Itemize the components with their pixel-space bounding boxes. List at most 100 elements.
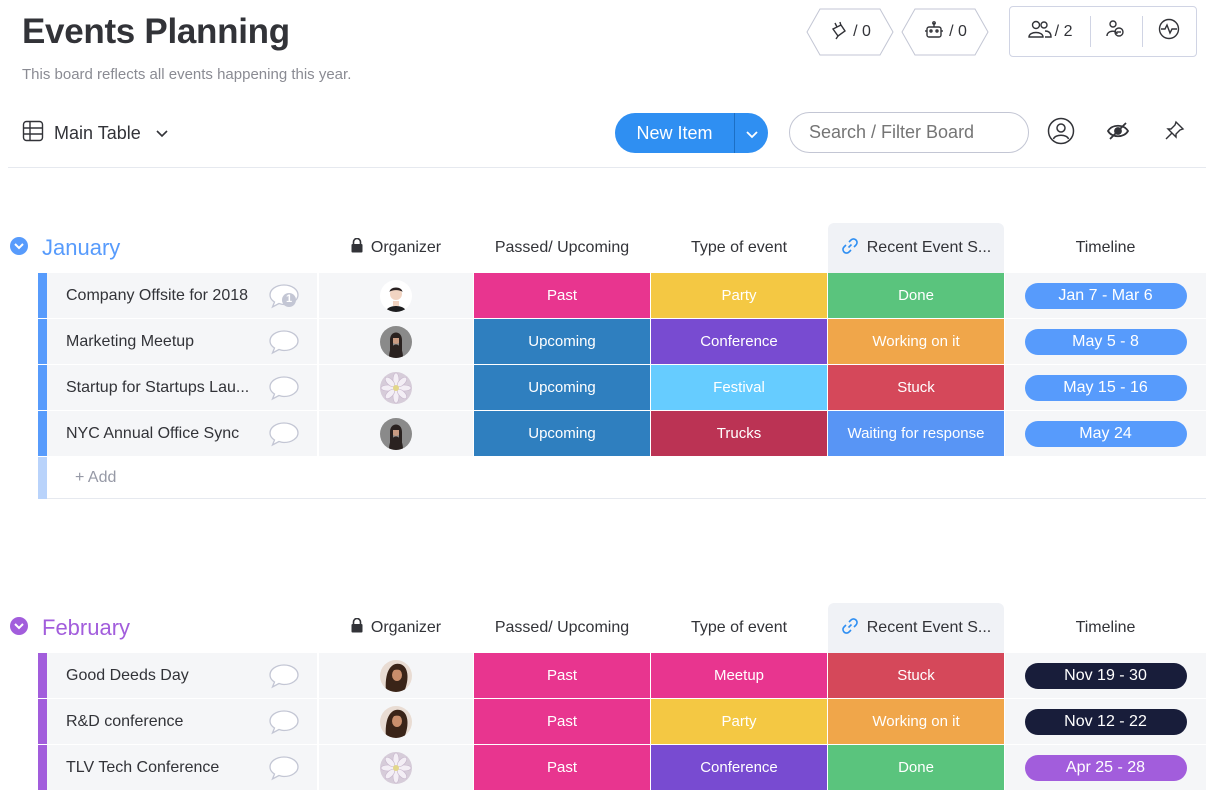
new-item-dropdown[interactable] — [735, 123, 768, 144]
group-header: February Organizer Passed/ Upcoming Type… — [0, 603, 1206, 653]
timeline-cell[interactable]: Nov 12 - 22 — [1005, 699, 1206, 744]
item-name[interactable]: NYC Annual Office Sync — [47, 411, 317, 456]
column-header-timeline[interactable]: Timeline — [1075, 239, 1136, 256]
invite-button[interactable] — [1091, 7, 1141, 56]
status-type[interactable]: Conference — [651, 319, 827, 364]
avatar — [380, 705, 412, 738]
updates-button[interactable] — [268, 755, 300, 786]
group-january: January Organizer Passed/ Upcoming Type … — [0, 223, 1206, 499]
person-filter-button[interactable] — [1047, 117, 1075, 150]
integrations-button[interactable]: / 0 — [806, 8, 894, 56]
board-description[interactable]: This board reflects all events happening… — [22, 66, 352, 83]
chevron-circle-icon[interactable] — [10, 235, 28, 261]
status-recent[interactable]: Done — [828, 745, 1004, 790]
column-header-passed[interactable]: Passed/ Upcoming — [494, 239, 630, 256]
members-button[interactable]: / 2 — [1010, 7, 1090, 56]
organizer-cell[interactable] — [319, 745, 473, 790]
table-row[interactable]: Marketing Meetup Upcoming Conference Wor… — [0, 319, 1206, 365]
updates-count: 1 — [285, 293, 293, 305]
column-header-timeline[interactable]: Timeline — [1075, 619, 1136, 636]
status-type[interactable]: Party — [651, 273, 827, 318]
timeline-pill: May 24 — [1024, 420, 1187, 447]
group-title[interactable]: February — [10, 615, 130, 641]
guest-icon — [1105, 19, 1127, 44]
status-recent[interactable]: Waiting for response — [828, 411, 1004, 456]
automations-count: / 0 — [949, 23, 967, 40]
group-title[interactable]: January — [10, 235, 120, 261]
status-type[interactable]: Party — [651, 699, 827, 744]
lock-icon — [351, 617, 363, 638]
table-row[interactable]: TLV Tech Conference Past Conference Done… — [0, 745, 1206, 791]
column-header-type[interactable]: Type of event — [690, 619, 788, 636]
column-header-passed[interactable]: Passed/ Upcoming — [494, 619, 630, 636]
status-passed[interactable]: Past — [474, 653, 650, 698]
search-input[interactable] — [789, 112, 1029, 153]
status-passed[interactable]: Upcoming — [474, 319, 650, 364]
board-title[interactable]: Events Planning — [22, 12, 290, 51]
status-recent[interactable]: Done — [828, 273, 1004, 318]
organizer-cell[interactable] — [319, 411, 473, 456]
timeline-cell[interactable]: May 24 — [1005, 411, 1206, 456]
table-row[interactable]: Good Deeds Day Past Meetup Stuck Nov 19 … — [0, 653, 1206, 699]
column-header-type[interactable]: Type of event — [690, 239, 788, 256]
status-recent[interactable]: Stuck — [828, 365, 1004, 410]
column-label: Recent Event S... — [866, 619, 992, 636]
status-passed[interactable]: Past — [474, 745, 650, 790]
status-passed[interactable]: Past — [474, 699, 650, 744]
table-row[interactable]: Company Offsite for 2018 1 Past Party Do… — [0, 273, 1206, 319]
status-recent[interactable]: Stuck — [828, 653, 1004, 698]
status-passed[interactable]: Past — [474, 273, 650, 318]
group-color-bar — [38, 745, 47, 790]
updates-button[interactable] — [268, 421, 300, 452]
automations-button[interactable]: / 0 — [901, 8, 989, 56]
status-type[interactable]: Trucks — [651, 411, 827, 456]
updates-button[interactable] — [268, 375, 300, 406]
add-item-label[interactable]: + Add — [75, 469, 117, 486]
updates-button[interactable] — [268, 329, 300, 360]
column-label: Organizer — [370, 239, 442, 256]
column-header-recent[interactable]: Recent Event S... — [828, 223, 1004, 273]
organizer-cell[interactable] — [319, 653, 473, 698]
status-recent[interactable]: Working on it — [828, 319, 1004, 364]
timeline-cell[interactable]: Jan 7 - Mar 6 — [1005, 273, 1206, 318]
updates-button[interactable]: 1 — [268, 283, 300, 314]
divider — [1141, 16, 1143, 47]
group-color-bar — [38, 699, 47, 744]
status-recent[interactable]: Working on it — [828, 699, 1004, 744]
person-icon — [1047, 117, 1075, 150]
activity-button[interactable] — [1143, 7, 1196, 56]
updates-button[interactable] — [268, 709, 300, 740]
organizer-cell[interactable] — [319, 273, 473, 318]
timeline-cell[interactable]: May 5 - 8 — [1005, 319, 1206, 364]
table-row[interactable]: NYC Annual Office Sync Upcoming Trucks W… — [0, 411, 1206, 457]
members-count: / 2 — [1054, 22, 1073, 40]
group-name: February — [42, 615, 131, 640]
chevron-circle-icon[interactable] — [10, 615, 28, 641]
organizer-cell[interactable] — [319, 365, 473, 410]
table-row[interactable]: Startup for Startups Lau... Upcoming Fes… — [0, 365, 1206, 411]
status-passed[interactable]: Upcoming — [474, 365, 650, 410]
column-header-organizer[interactable]: Organizer — [319, 223, 473, 273]
table-row[interactable]: R&D conference Past Party Working on it … — [0, 699, 1206, 745]
status-type[interactable]: Meetup — [651, 653, 827, 698]
updates-button[interactable] — [268, 663, 300, 694]
status-type[interactable]: Conference — [651, 745, 827, 790]
new-item-button[interactable]: New Item — [615, 113, 768, 153]
column-header-organizer[interactable]: Organizer — [319, 603, 473, 653]
add-item-row[interactable]: + Add — [0, 457, 1206, 499]
pin-button[interactable] — [1160, 119, 1188, 147]
chat-bubble-icon — [268, 284, 300, 313]
timeline-cell[interactable]: Nov 19 - 30 — [1005, 653, 1206, 698]
organizer-cell[interactable] — [319, 699, 473, 744]
hide-columns-button[interactable] — [1104, 119, 1132, 147]
new-item-label: New Item — [636, 122, 713, 143]
status-passed[interactable]: Upcoming — [474, 411, 650, 456]
column-header-recent[interactable]: Recent Event S... — [828, 603, 1004, 653]
organizer-cell[interactable] — [319, 319, 473, 364]
timeline-cell[interactable]: Apr 25 - 28 — [1005, 745, 1206, 790]
timeline-cell[interactable]: May 15 - 16 — [1005, 365, 1206, 410]
status-type[interactable]: Festival — [651, 365, 827, 410]
group-color-bar — [38, 319, 47, 364]
avatar — [380, 279, 412, 312]
view-selector[interactable]: Main Table — [22, 120, 169, 147]
